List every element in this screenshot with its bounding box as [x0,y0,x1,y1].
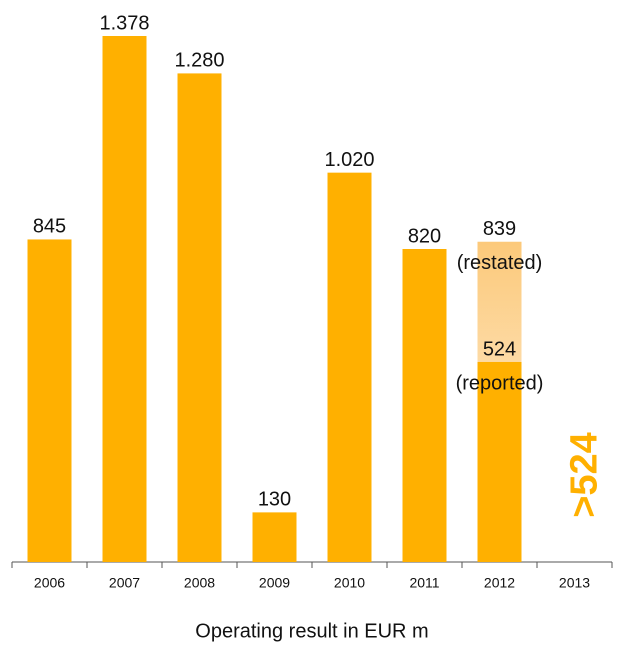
x-tick-label: 2011 [409,575,439,591]
value-label: 1.378 [99,12,149,34]
bar [477,361,522,562]
x-tick-label: 2013 [559,575,590,591]
x-tick-label: 2007 [109,575,140,591]
annotation: >524 [564,432,606,518]
bar [402,248,447,562]
value-label: 1.020 [324,149,374,171]
x-tick-label: 2008 [184,575,215,591]
bar [27,239,72,563]
value-label: 820 [408,225,441,247]
x-tick-label: 2010 [334,575,365,591]
x-tick-label: 2012 [484,575,515,591]
series-name: (reported) [456,372,544,394]
value-label: 839 [483,218,516,240]
value-label: 845 [33,216,66,238]
value-label: 1.280 [174,50,224,72]
value-label: 524 [483,338,516,360]
x-axis-title: Operating result in EUR m [195,620,428,642]
x-tick-label: 2009 [259,575,290,591]
x-tick-label: 2006 [34,575,65,591]
bar [177,73,222,562]
bar [102,36,147,562]
bar [252,512,297,562]
bar [327,172,372,562]
value-label: 130 [258,489,291,511]
series-name: (restated) [457,252,543,274]
